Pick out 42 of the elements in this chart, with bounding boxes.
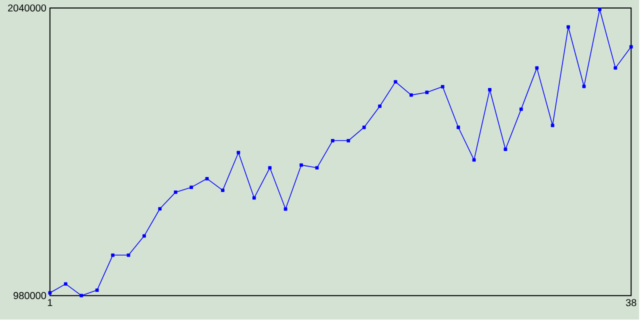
point [410,94,413,97]
point [111,254,114,258]
point [80,294,84,298]
point [535,66,539,70]
point [95,288,99,292]
point [252,196,256,200]
point [300,164,303,167]
point [488,88,492,92]
point [504,148,508,152]
point [346,139,350,143]
point [598,8,602,12]
point [174,190,178,194]
point [268,166,272,170]
y-tick-label: 980000 [14,292,46,300]
point [330,139,334,143]
point [236,151,240,155]
point [142,234,146,238]
point [126,254,130,258]
point [64,282,68,286]
point [425,90,429,94]
point [472,158,476,162]
point [158,207,162,211]
point [221,188,224,192]
point [315,166,319,170]
point [519,108,523,112]
point [48,291,52,295]
x-tick-label: 38 [626,299,636,306]
y-tick-label: 2040000 [8,4,46,12]
point [440,85,444,89]
point [362,126,366,130]
point [614,66,618,70]
point [190,186,194,190]
point [582,84,586,88]
point [566,25,570,29]
point [378,104,382,108]
point [456,126,460,130]
x-tick-label: 1 [48,299,52,306]
point [550,124,554,128]
point [629,45,633,49]
point [205,177,209,181]
point [284,208,288,211]
point [394,80,398,84]
